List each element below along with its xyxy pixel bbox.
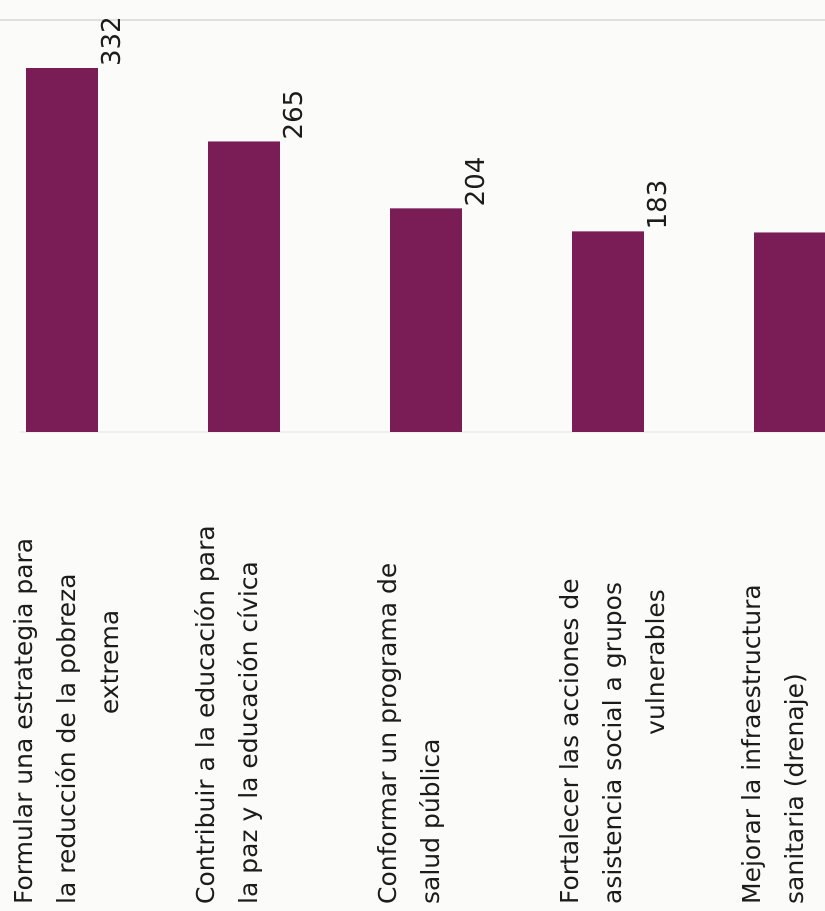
bars-group: [26, 68, 825, 432]
category-label-4-line-1: sanitaria (drenaje): [780, 673, 809, 904]
value-labels-group: 332265204183182: [97, 16, 673, 230]
category-label-3-line-1: asistencia social a grupos: [598, 582, 627, 904]
category-label-0-line-2: extrema: [95, 610, 124, 714]
bar-0: [26, 68, 98, 432]
category-label-2-line-1: salud pública: [416, 739, 445, 905]
category-labels-group: Formular una estrategia para la reducción…: [9, 525, 809, 904]
bar-3: [572, 231, 644, 432]
value-label-3: 183: [643, 180, 673, 230]
category-label-4-line-0: Mejorar la infraestructura: [737, 584, 766, 904]
bar-4: [754, 232, 825, 432]
category-label-3-line-0: Fortalecer las acciones de: [555, 578, 584, 904]
category-label-3-line-2: vulnerables: [641, 589, 670, 735]
category-label-0-line-1: la reducción de la pobreza: [52, 573, 81, 904]
category-label-2-line-0: Conformar un programa de: [373, 563, 402, 904]
category-label-0-line-0: Formular una estrategia para: [9, 538, 38, 904]
bar-2: [390, 208, 462, 432]
bar-1: [208, 141, 280, 432]
value-label-0: 332: [97, 16, 127, 66]
value-label-2: 204: [461, 157, 491, 207]
value-label-1: 265: [279, 90, 309, 140]
category-label-1-line-1: la paz y la educación cívica: [234, 561, 263, 904]
category-label-1-line-0: Contribuir a la educación para: [191, 525, 220, 904]
